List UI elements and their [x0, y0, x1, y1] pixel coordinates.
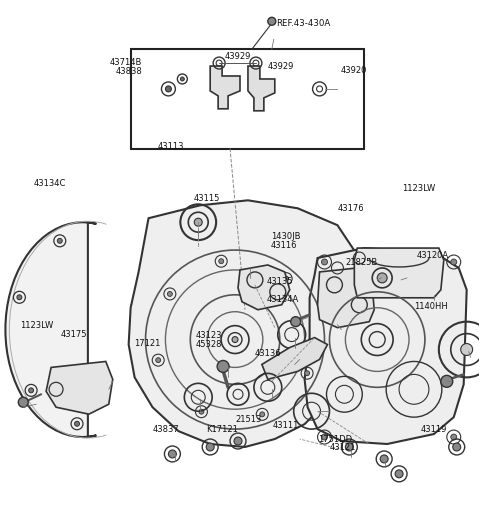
Text: 1751DD: 1751DD — [318, 434, 352, 444]
Text: 45328: 45328 — [196, 340, 223, 349]
Polygon shape — [248, 66, 275, 111]
Circle shape — [451, 259, 457, 265]
Circle shape — [234, 437, 242, 445]
Text: 43929: 43929 — [268, 62, 294, 72]
Polygon shape — [262, 337, 327, 379]
Circle shape — [217, 361, 229, 373]
Text: 43121: 43121 — [329, 443, 356, 453]
Text: REF.43-430A: REF.43-430A — [276, 19, 330, 28]
Circle shape — [18, 397, 28, 407]
Circle shape — [305, 371, 310, 376]
Circle shape — [453, 443, 461, 451]
Text: 17121: 17121 — [134, 338, 160, 348]
Circle shape — [399, 273, 409, 283]
Text: 43136: 43136 — [254, 349, 281, 358]
Circle shape — [377, 273, 387, 283]
Text: 21825B: 21825B — [345, 257, 377, 267]
Circle shape — [461, 344, 473, 356]
Circle shape — [451, 434, 457, 440]
Circle shape — [395, 470, 403, 478]
Text: 43929: 43929 — [225, 52, 251, 61]
Circle shape — [346, 443, 353, 451]
Polygon shape — [5, 222, 96, 437]
Circle shape — [380, 455, 388, 463]
Polygon shape — [305, 248, 467, 444]
Text: 43838: 43838 — [115, 66, 142, 76]
Text: 43119: 43119 — [420, 426, 447, 434]
Polygon shape — [129, 200, 367, 447]
Circle shape — [194, 218, 202, 226]
Circle shape — [219, 258, 224, 264]
Bar — [131, 49, 364, 148]
Circle shape — [74, 421, 80, 426]
Polygon shape — [354, 248, 444, 298]
Circle shape — [17, 295, 22, 300]
Text: 43135: 43135 — [266, 277, 293, 285]
Text: 43123: 43123 — [196, 332, 223, 340]
Text: K17121: K17121 — [206, 426, 239, 434]
Circle shape — [260, 412, 264, 417]
Circle shape — [156, 358, 161, 363]
Text: 43116: 43116 — [271, 240, 298, 250]
Circle shape — [168, 450, 176, 458]
Circle shape — [268, 17, 276, 25]
Text: 43113: 43113 — [157, 142, 184, 152]
Text: 1140HH: 1140HH — [414, 303, 448, 311]
Circle shape — [199, 409, 204, 414]
Circle shape — [168, 292, 172, 296]
Text: 43115: 43115 — [193, 194, 220, 203]
Text: 43120A: 43120A — [417, 251, 449, 260]
Text: 43134C: 43134C — [34, 179, 66, 187]
Circle shape — [291, 317, 300, 326]
Circle shape — [166, 86, 171, 92]
Text: 43175: 43175 — [61, 330, 87, 339]
Circle shape — [322, 434, 327, 440]
Polygon shape — [210, 66, 240, 109]
Text: 43176: 43176 — [338, 204, 364, 213]
Circle shape — [180, 77, 184, 81]
Circle shape — [441, 375, 453, 387]
Circle shape — [232, 337, 238, 343]
Circle shape — [322, 259, 327, 265]
Text: 43111: 43111 — [272, 421, 299, 430]
Circle shape — [284, 276, 288, 281]
Text: 1123LW: 1123LW — [402, 184, 435, 193]
Text: 21513: 21513 — [235, 415, 262, 424]
Polygon shape — [238, 265, 290, 310]
Text: 43134A: 43134A — [266, 295, 299, 304]
Polygon shape — [46, 361, 113, 414]
Text: 1430JB: 1430JB — [271, 232, 300, 241]
Circle shape — [57, 238, 62, 243]
Circle shape — [29, 388, 34, 393]
Text: 43714B: 43714B — [110, 58, 142, 67]
Text: 43920: 43920 — [340, 65, 367, 75]
Text: 1123LW: 1123LW — [21, 321, 54, 330]
Text: 43837: 43837 — [153, 426, 180, 434]
Polygon shape — [318, 268, 374, 327]
Circle shape — [206, 443, 214, 451]
